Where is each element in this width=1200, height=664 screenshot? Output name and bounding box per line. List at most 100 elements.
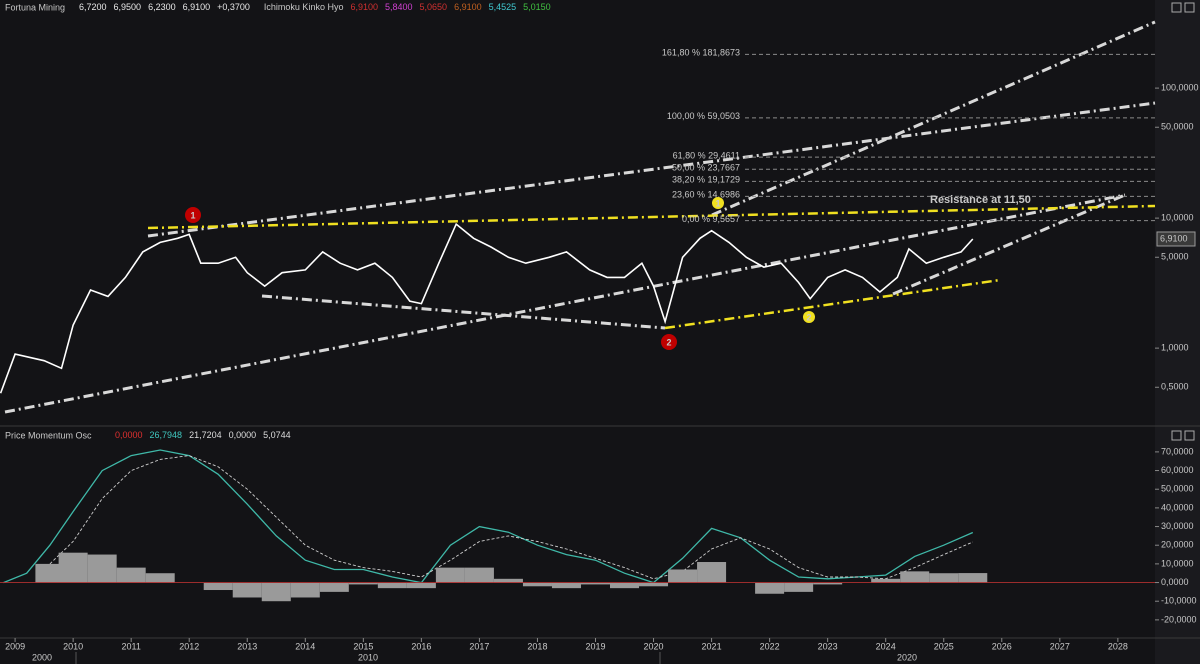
histogram-bar [522, 582, 552, 587]
histogram-bar [406, 582, 436, 589]
histogram-bar [580, 582, 611, 585]
support-lines [147, 204, 1156, 330]
x-tick-label: 2026 [992, 641, 1012, 651]
histogram-bar [871, 578, 901, 583]
minimize-button[interactable] [1171, 430, 1182, 441]
histogram-bar [377, 582, 407, 589]
indicator-name: Ichimoku Kinko Hyo [264, 2, 344, 12]
histogram-bar [900, 571, 930, 583]
x-tick-label: 2025 [934, 641, 954, 651]
histogram-bar [87, 554, 117, 583]
y-tick-label: 70,0000 [1161, 446, 1194, 456]
fib-label: 50,00 % 23,7667 [672, 163, 740, 173]
last-price-label: 6,9100 [1160, 233, 1188, 243]
histogram-bar [929, 573, 959, 583]
x-tick-label: 2023 [818, 641, 838, 651]
x-tick-label: 2020 [644, 641, 664, 651]
oscillator-line [49, 455, 973, 580]
y-tick-label: 10,0000 [1161, 558, 1194, 568]
minimize-button[interactable] [1171, 2, 1182, 13]
histogram-bar [319, 582, 349, 592]
header-value: 6,7200 [79, 2, 107, 12]
close-button[interactable] [1184, 2, 1195, 13]
header-value: 5,0744 [263, 430, 291, 440]
annotation: Resistance at 11,50 [930, 194, 1031, 206]
price-line [0, 222, 974, 394]
indicator-title: Price Momentum Osc [5, 430, 92, 440]
fib-label: 61,80 % 29,4611 [673, 150, 740, 160]
trend-line [261, 294, 666, 330]
trend-line [892, 193, 1126, 296]
chart-title: Fortuna Mining [5, 2, 65, 12]
header-value: +0,3700 [217, 2, 250, 12]
close-button[interactable] [1184, 430, 1195, 441]
fib-label: 161,80 % 181,8673 [662, 48, 740, 58]
histogram-bar [610, 582, 640, 589]
x-tick-label: 2028 [1108, 641, 1128, 651]
histogram-bar [348, 582, 378, 585]
x-tick-label: 2027 [1050, 641, 1070, 651]
y-tick-label: 100,0000 [1161, 82, 1199, 92]
oscillator-line [3, 449, 974, 584]
y-tick-label: -10,0000 [1161, 596, 1197, 606]
x-tick-label: 2016 [411, 641, 431, 651]
histogram-bar [813, 582, 843, 585]
histogram-bar [639, 582, 669, 587]
decade-label: 2000 [32, 652, 52, 662]
header-values: 6,7200 6,9500 6,2300 6,9100 +0,3700 Ichimoku … [79, 2, 551, 12]
histogram-bar [58, 552, 88, 583]
x-tick-label: 2021 [702, 641, 722, 651]
marker-label: 2 [666, 337, 671, 347]
x-tick-label: 2009 [5, 641, 25, 651]
y-tick-label: 0,5000 [1161, 382, 1189, 392]
x-tick-label: 2011 [121, 641, 140, 651]
marker [803, 311, 815, 323]
histogram-bar [493, 578, 523, 583]
x-tick-label: 2012 [179, 641, 199, 651]
x-tick-label: 2013 [237, 641, 257, 651]
header-value: 26,7948 [150, 430, 183, 440]
support-line [664, 278, 1001, 330]
y-tick-label: 50,0000 [1161, 122, 1194, 132]
y-tick-label: 40,0000 [1161, 502, 1194, 512]
x-tick-label: 2015 [353, 641, 373, 651]
marker-label: 1 [190, 210, 195, 220]
histogram-bar [35, 563, 65, 583]
histogram-bar [261, 582, 291, 602]
marker [661, 334, 677, 350]
histogram-bar [232, 582, 262, 598]
histogram-bar [203, 582, 233, 591]
header-value: 6,9500 [114, 2, 142, 12]
x-tick-label: 2022 [760, 641, 780, 651]
marker-label: 1 [715, 198, 720, 208]
header-values: 0,0000 26,7948 21,7204 0,0000 5,0744 [115, 430, 291, 440]
y-tick-label: 50,0000 [1161, 484, 1194, 494]
last-price-box [1156, 231, 1196, 247]
histogram-bar [551, 582, 581, 589]
x-tick-label: 2024 [876, 641, 896, 651]
header-value: 0,0000 [115, 430, 143, 440]
histogram-bar [958, 573, 988, 583]
histogram-bar [697, 562, 727, 583]
x-tick-label: 2019 [585, 641, 605, 651]
y-tick-label: 60,0000 [1161, 465, 1194, 475]
indicator-value: 5,4525 [489, 2, 517, 12]
y-tick-label: 10,0000 [1161, 212, 1194, 222]
indicator-value: 5,0650 [420, 2, 448, 12]
marker [185, 207, 201, 223]
resistance-line [147, 204, 1156, 230]
x-tick-label: 2017 [469, 641, 489, 651]
y-tick-label: 0,0000 [1161, 577, 1189, 587]
header-value: 21,7204 [189, 430, 222, 440]
x-tick-label: 2018 [527, 641, 547, 651]
indicator-value: 5,8400 [385, 2, 413, 12]
histogram-bar [464, 567, 494, 583]
x-tick-label: 2014 [295, 641, 315, 651]
histogram-bar [435, 567, 465, 583]
y-tick-label: 30,0000 [1161, 521, 1194, 531]
header-value: 6,2300 [148, 2, 176, 12]
histogram-bar [755, 582, 785, 594]
